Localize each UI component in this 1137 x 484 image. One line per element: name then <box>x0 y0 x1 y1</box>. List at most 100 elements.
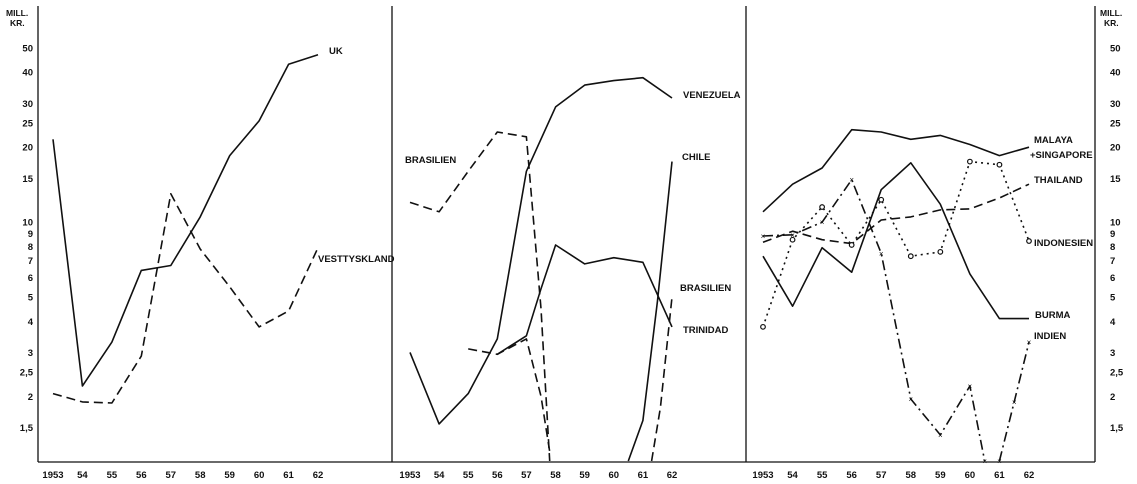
series-line-vesttyskland <box>52 193 319 404</box>
x-tick-label: 1953 <box>399 470 420 481</box>
y-tick-label-right: 50 <box>1110 44 1121 55</box>
y-tick-label-right: 2 <box>1110 392 1115 403</box>
x-tick-label: 58 <box>195 470 206 481</box>
x-tick-label: 56 <box>492 470 503 481</box>
series-line-uk <box>52 53 319 387</box>
y-tick-label-right: 3 <box>1110 348 1115 359</box>
indonesien-point <box>819 204 826 210</box>
y-tick-label-right: 15 <box>1110 174 1121 185</box>
y-tick-label-left: 40 <box>22 68 33 79</box>
label-vesttyskland: VESTTYSKLAND <box>318 254 395 265</box>
x-axes: 1953 54 55 56 57 58 59 60 61 62 1953 54 55 56 57 58 59 60… <box>42 470 1034 481</box>
label-venezuela: VENEZUELA <box>683 90 741 101</box>
series-line-thailand <box>762 183 1030 245</box>
x-tick-label: 62 <box>1024 470 1035 481</box>
right-unit-label-line1: MILL. <box>1100 8 1122 18</box>
y-tick-label-right: 2,5 <box>1110 368 1124 379</box>
x-tick-label: 1953 <box>42 470 63 481</box>
series-line-chile <box>627 161 673 462</box>
y-tick-label-right: 9 <box>1110 229 1115 240</box>
panel-frames <box>37 6 1096 463</box>
x-tick-label: 61 <box>283 470 294 481</box>
x-tick-label: 58 <box>550 470 561 481</box>
x-tick-label: 58 <box>905 470 916 481</box>
y-tick-label-left: 15 <box>22 174 33 185</box>
y-tick-label-left: 10 <box>22 218 33 229</box>
x-tick-label: 54 <box>787 470 798 481</box>
series-line-trinidad <box>496 244 673 355</box>
indien-point: × <box>849 176 854 185</box>
label-thailand: THAILAND <box>1034 175 1083 186</box>
left-y-axis: MILL. KR. 1,5 2 2,5 3 4 5 6 7 8 910 15 20 25 30 40 50 <box>6 8 34 434</box>
x-tick-label: 60 <box>965 470 976 481</box>
series-line-indien <box>762 178 986 462</box>
indien-point: × <box>997 457 1002 466</box>
indien-point: × <box>820 218 825 227</box>
x-tick-label: 55 <box>817 470 828 481</box>
y-tick-label-left: 9 <box>28 229 33 240</box>
y-tick-label-left: 6 <box>28 273 33 284</box>
label-brasilien-lower: BRASILIEN <box>680 283 731 294</box>
x-tick-label: 57 <box>521 470 532 481</box>
y-tick-label-left: 2 <box>28 392 33 403</box>
label-brasilien-upper: BRASILIEN <box>405 155 456 166</box>
series-line-indonesien <box>762 160 1030 328</box>
indien-point: × <box>982 457 987 466</box>
y-tick-label-right: 7 <box>1110 256 1115 267</box>
indonesien-point <box>937 248 944 255</box>
right-y-axis: MILL. KR. 1,5 2 2,5 3 4 5 6 7 8 910 15 20 25 30 40 50 <box>1100 8 1124 434</box>
y-tick-label-right: 8 <box>1110 242 1115 253</box>
right-unit-label-line2: KR. <box>1104 18 1119 28</box>
left-unit-label-line2: KR. <box>10 18 25 28</box>
label-trinidad: TRINIDAD <box>683 325 729 336</box>
y-tick-label-right: 1,5 <box>1110 423 1124 434</box>
indonesien-point <box>848 242 855 248</box>
y-tick-label-right: 10 <box>1110 218 1121 229</box>
x-tick-label: 1953 <box>752 470 773 481</box>
indonesien-point <box>907 253 914 260</box>
series-line-indien <box>998 341 1030 462</box>
series-line-malaya-singapore <box>762 128 1030 213</box>
y-tick-label-left: 2,5 <box>20 368 34 379</box>
indien-point: × <box>938 431 943 440</box>
x-tick-label: 56 <box>846 470 857 481</box>
y-tick-label-left: 25 <box>22 119 33 130</box>
y-tick-label-left: 5 <box>28 293 34 304</box>
indonesien-point <box>996 161 1003 168</box>
y-tick-label-left: 30 <box>22 99 33 110</box>
x-tick-label: 57 <box>165 470 176 481</box>
indien-point: × <box>968 382 973 391</box>
x-tick-label: 62 <box>313 470 324 481</box>
series-line-burma <box>762 162 1029 320</box>
series-line-brasilien <box>409 131 551 462</box>
indonesien-point <box>878 196 885 203</box>
x-tick-label: 55 <box>463 470 474 481</box>
y-tick-label-right: 25 <box>1110 119 1121 130</box>
indien-point: × <box>908 395 913 404</box>
x-tick-label: 59 <box>579 470 590 481</box>
indien-point: × <box>879 249 884 258</box>
y-tick-label-left: 1,5 <box>20 423 34 434</box>
y-tick-label-right: 20 <box>1110 143 1121 154</box>
label-singapore: +SINGAPORE <box>1030 150 1093 161</box>
indonesien-point <box>1026 238 1032 244</box>
x-tick-label: 61 <box>638 470 649 481</box>
y-tick-label-left: 7 <box>28 256 33 267</box>
x-tick-label: 56 <box>136 470 147 481</box>
y-tick-label-right: 5 <box>1110 293 1116 304</box>
x-tick-label: 54 <box>434 470 445 481</box>
x-tick-label: 57 <box>876 470 887 481</box>
left-unit-label-line1: MILL. <box>6 8 28 18</box>
x-tick-label: 62 <box>667 470 678 481</box>
x-tick-label: 60 <box>254 470 265 481</box>
y-tick-label-left: 4 <box>28 317 34 328</box>
label-indonesien: INDONESIEN <box>1034 238 1093 249</box>
x-tick-label: 59 <box>935 470 946 481</box>
series-line-brasilien <box>650 297 673 462</box>
indonesien-point <box>966 158 973 165</box>
y-tick-label-right: 6 <box>1110 273 1115 284</box>
label-burma: BURMA <box>1035 310 1070 321</box>
y-tick-label-left: 8 <box>28 242 33 253</box>
y-tick-label-left: 50 <box>22 44 33 55</box>
